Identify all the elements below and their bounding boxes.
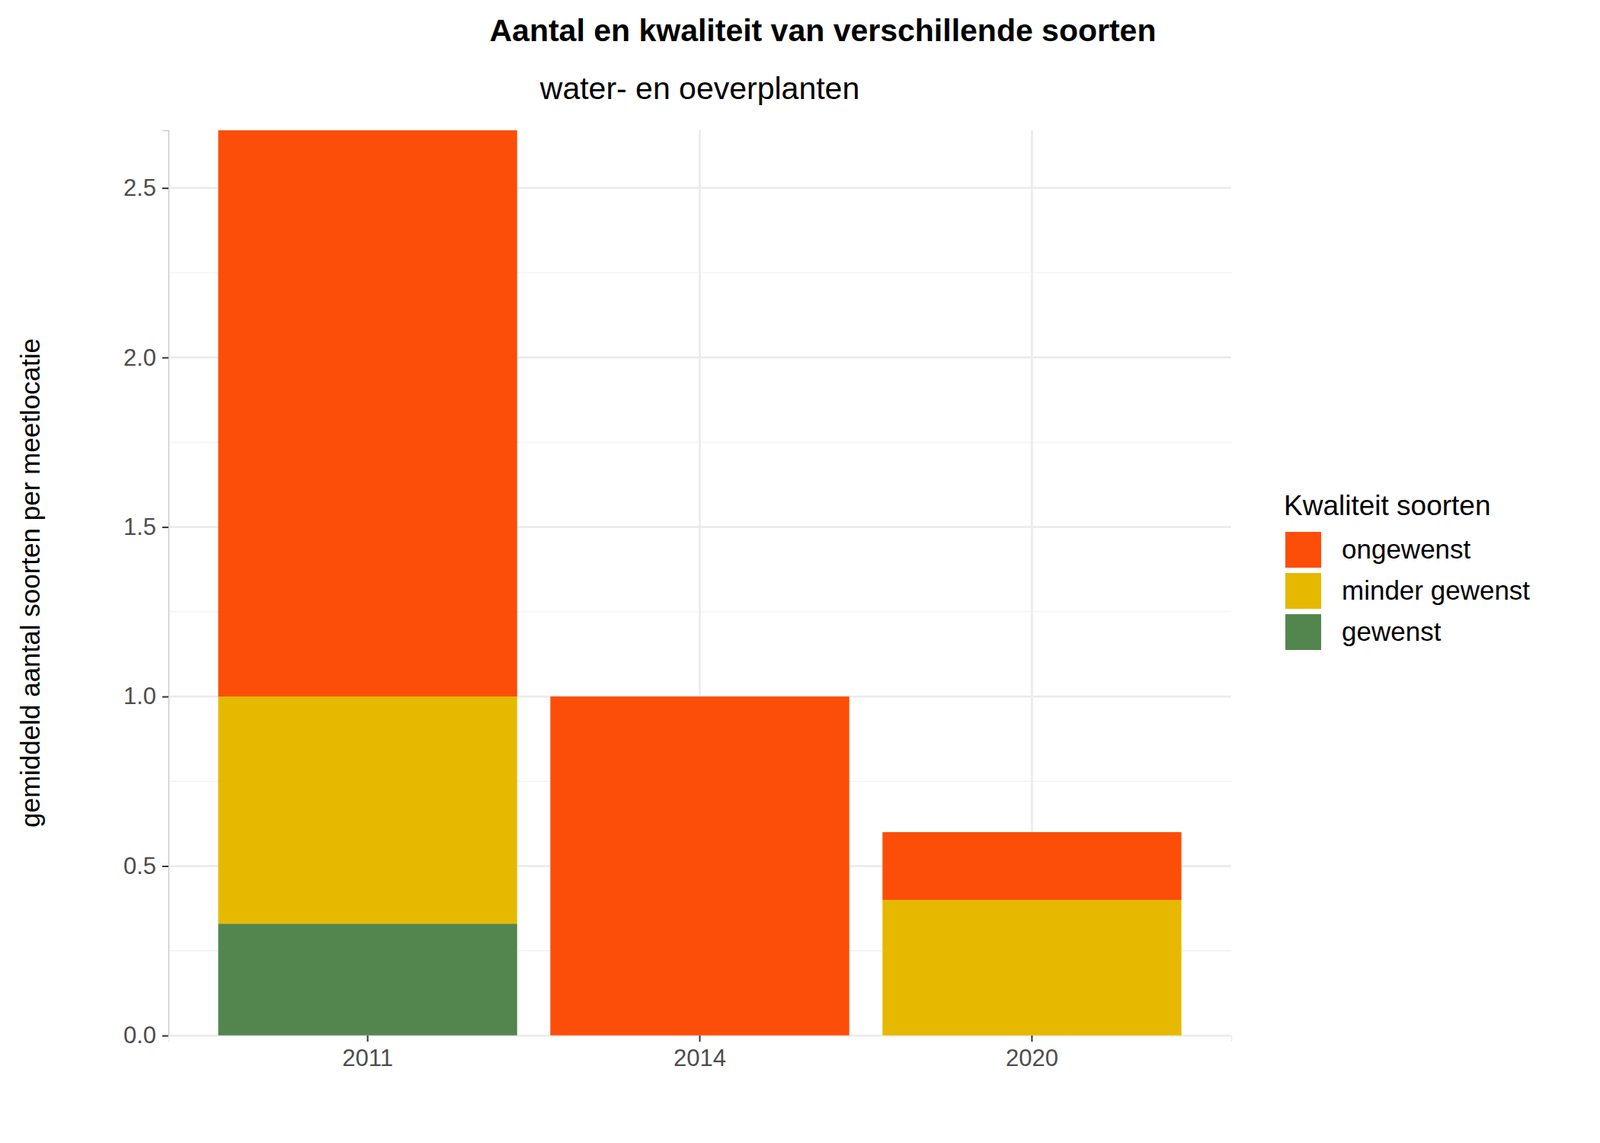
y-axis: 0.0 0.5 1.0 1.5 2.0 2.5 (123, 131, 170, 1050)
y-tick: 0.0 (123, 1021, 169, 1049)
y-tick-label: 0.0 (123, 1021, 157, 1049)
bars (217, 130, 1181, 1036)
y-tick-label: 0.5 (123, 852, 157, 880)
legend-swatch (1285, 531, 1322, 568)
legend-label: minder gewenst (1341, 575, 1530, 605)
x-axis-line (169, 1036, 1232, 1043)
legend-label: ongewenst (1341, 534, 1472, 564)
x-tick-label: 2014 (673, 1044, 727, 1072)
y-tick-mark (162, 187, 169, 189)
x-tick: 2014 (673, 1035, 727, 1072)
y-tick-mark (162, 526, 169, 528)
y-tick: 1.0 (123, 682, 169, 710)
legend-title: Kwaliteit soorten (1283, 489, 1491, 522)
y-tick-mark (162, 357, 169, 359)
y-tick: 2.0 (123, 344, 169, 372)
y-axis-line (162, 131, 170, 1037)
grid (168, 130, 1232, 1036)
bar (217, 696, 517, 924)
y-axis-title: gemiddeld aantal soorten per meetlocatie (15, 338, 45, 828)
y-tick-label: 1.0 (123, 682, 157, 710)
y-tick: 0.5 (123, 852, 169, 880)
plot: 0.0 0.5 1.0 1.5 2.0 2.5 2011 2014 2020 (123, 130, 1232, 1072)
y-tick: 2.5 (123, 174, 169, 202)
x-tick-mark (699, 1035, 701, 1042)
bar (882, 899, 1181, 1036)
x-tick: 2020 (1005, 1035, 1059, 1072)
bar (217, 923, 517, 1036)
y-tick-mark (162, 865, 169, 868)
title: Aantal en kwaliteit van verschillende so… (489, 12, 1157, 48)
x-tick-label: 2020 (1005, 1044, 1059, 1072)
legend: Kwaliteit soorten ongewenst minder gewenst… (1283, 489, 1530, 650)
legend-swatch (1285, 614, 1322, 650)
y-tick-label: 1.5 (123, 513, 157, 541)
y-tick-mark (162, 696, 169, 698)
bar (550, 696, 849, 1036)
y-tick-mark (162, 1035, 169, 1037)
subtitle: water- en oeverplanten (539, 70, 860, 106)
x-tick: 2011 (342, 1035, 394, 1072)
x-axis: 2011 2014 2020 (169, 1035, 1232, 1072)
x-tick-mark (367, 1035, 369, 1042)
bar (217, 130, 517, 697)
y-tick-label: 2.5 (123, 174, 157, 202)
bar (882, 832, 1181, 900)
x-tick-label: 2011 (342, 1044, 394, 1072)
legend-label: gewenst (1341, 616, 1442, 647)
x-tick-mark (1030, 1035, 1033, 1042)
y-tick-label: 2.0 (123, 344, 157, 372)
y-tick: 1.5 (123, 513, 169, 541)
chart: 0.0 0.5 1.0 1.5 2.0 2.5 2011 2014 2020 Aantal en … (0, 0, 1600, 1143)
legend-swatch (1285, 572, 1322, 609)
